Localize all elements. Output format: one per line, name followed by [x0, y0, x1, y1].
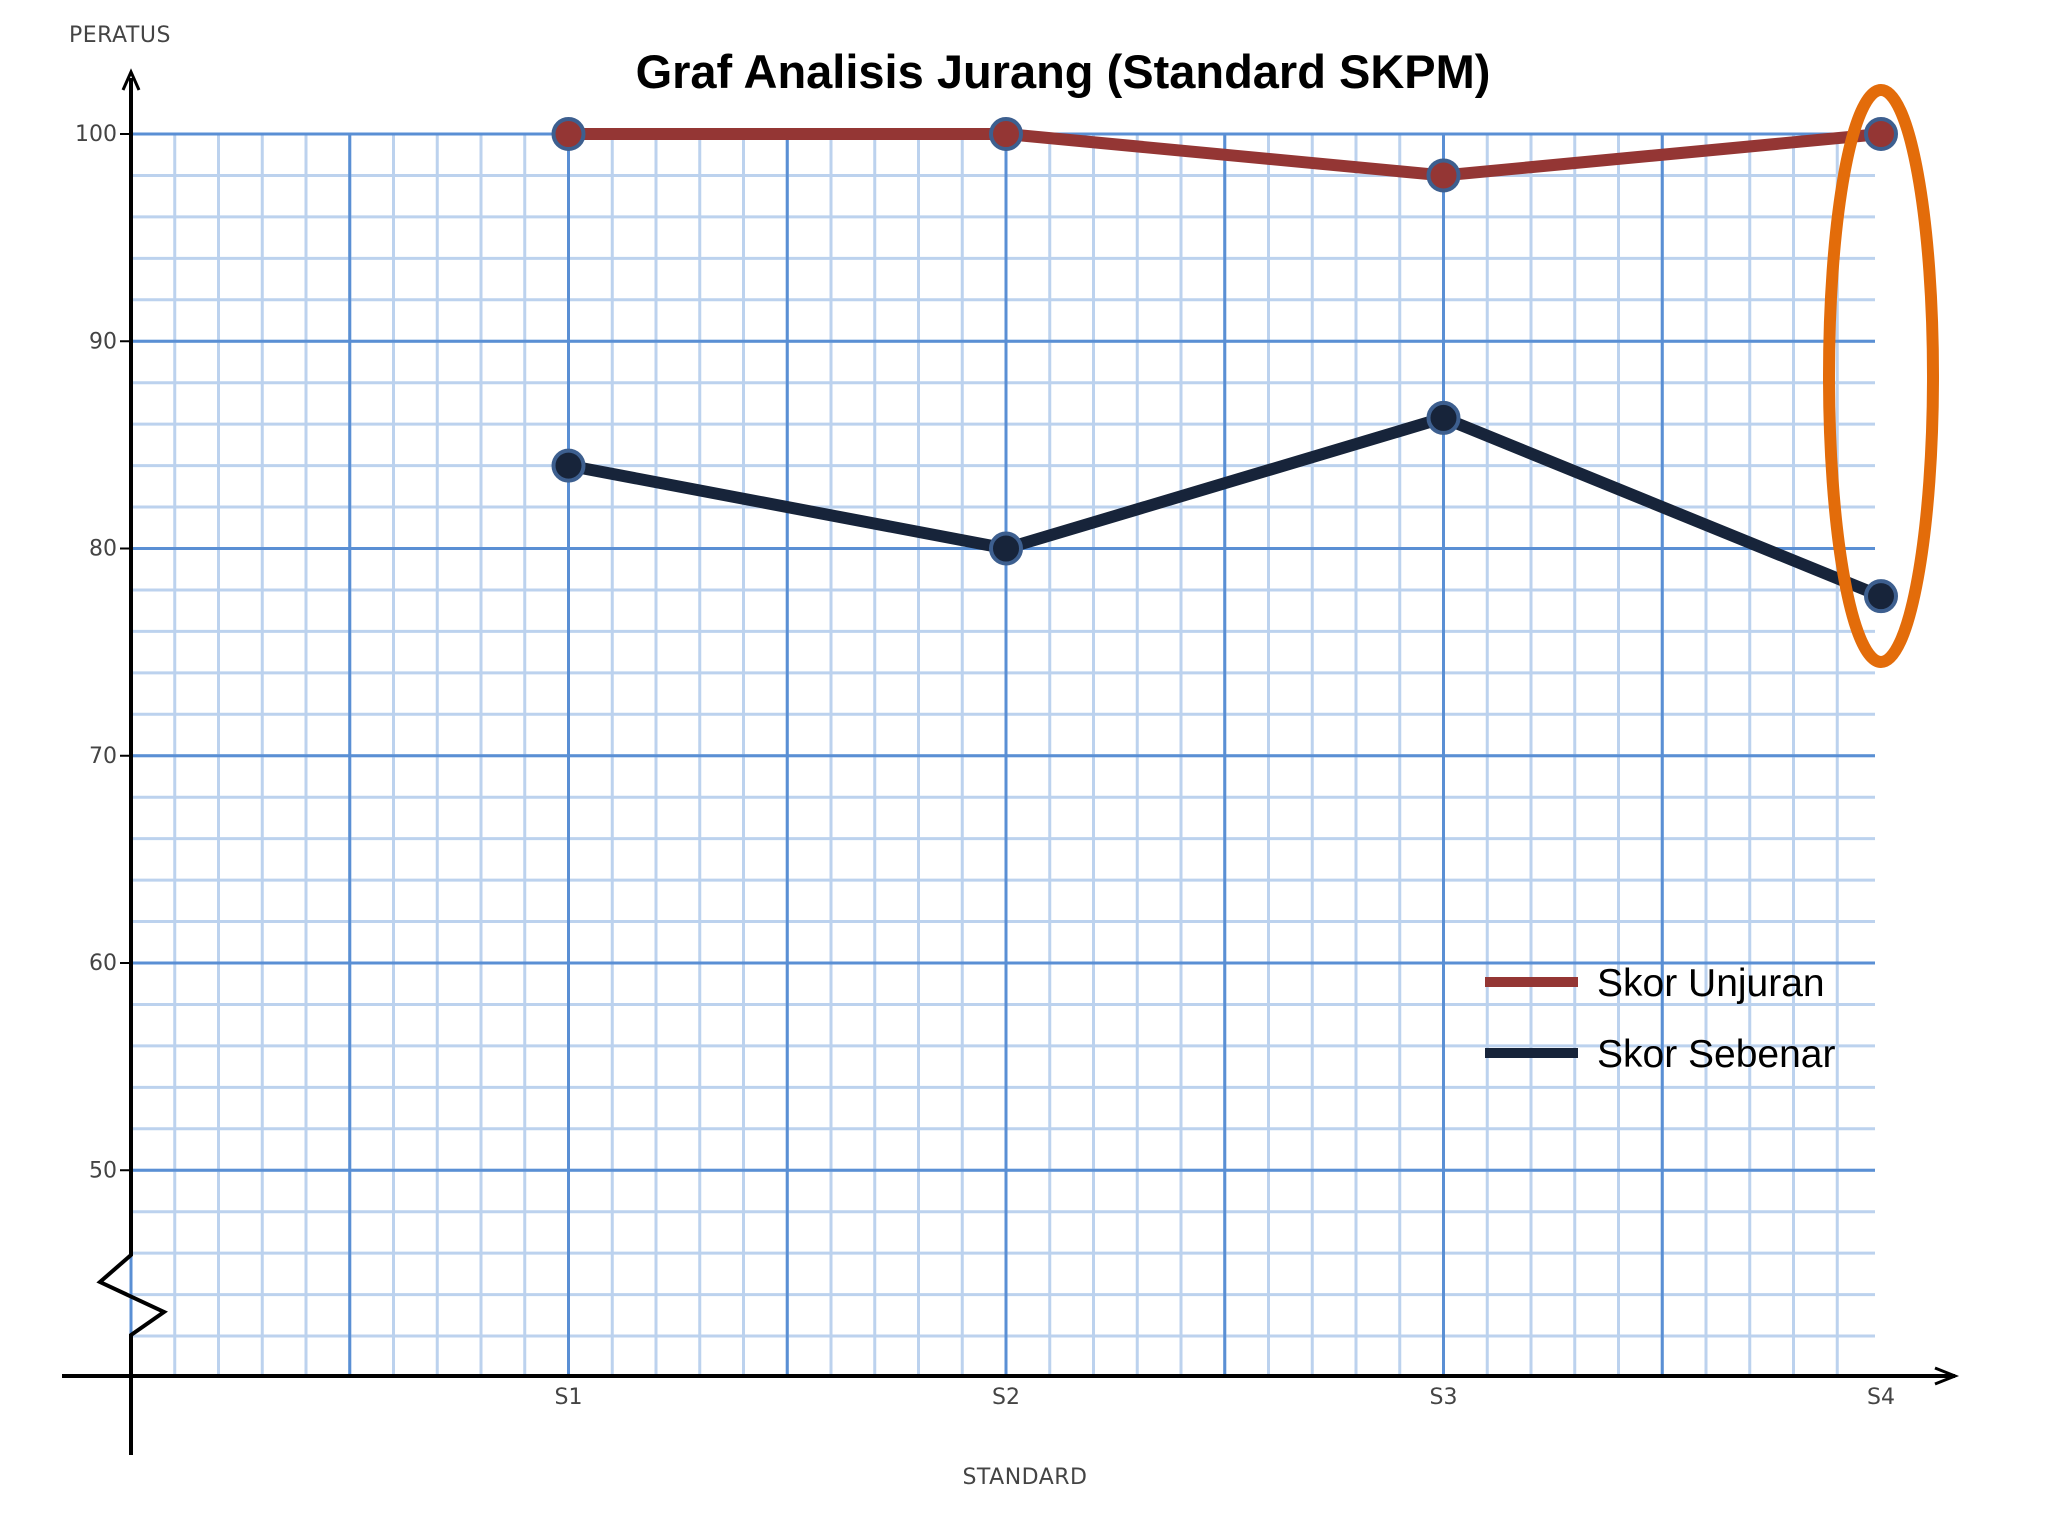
x-tick-label: S1: [555, 1385, 583, 1410]
data-point: [1864, 579, 1898, 614]
x-axis-label: STANDARD: [962, 1465, 1087, 1490]
data-point: [989, 117, 1023, 151]
data-point: [1426, 400, 1461, 435]
highlight-ellipse: [1823, 84, 1939, 668]
chart-title: Graf Analisis Jurang (Standard SKPM): [636, 45, 1491, 98]
data-point: [551, 117, 586, 151]
y-axis-line: [96, 78, 168, 1455]
chart-series: [551, 117, 1898, 614]
data-point: [1864, 117, 1898, 151]
y-tick-label: 60: [89, 951, 117, 976]
data-point: [551, 448, 586, 483]
x-axis-arrow: [1934, 1366, 1960, 1386]
legend-label: Skor Sebenar: [1597, 1033, 1835, 1076]
chart-legend: Skor Unjuran Skor Sebenar: [1485, 962, 1835, 1076]
data-point: [1426, 158, 1461, 193]
data-point: [989, 531, 1023, 566]
y-tick-label: 100: [75, 122, 117, 147]
chart-grid: [129, 132, 1875, 1376]
y-tick-label: 50: [89, 1158, 117, 1183]
x-tick-label: S3: [1430, 1385, 1458, 1410]
x-tick-labels: S1 S2 S3 S4: [555, 1385, 1895, 1410]
series-line-2: [562, 411, 1887, 603]
y-tick-label: 90: [89, 329, 117, 354]
x-tick-label: S2: [992, 1385, 1020, 1410]
y-tick-labels: 100 90 80 70 60 50: [75, 122, 131, 1183]
y-axis-arrow: [121, 68, 141, 91]
highlight-layer: [1823, 84, 1939, 668]
chart-axes: [62, 68, 1960, 1455]
y-tick-label: 80: [89, 537, 117, 562]
y-tick-label: 70: [89, 744, 117, 769]
y-axis-label: PERATUS: [69, 23, 171, 48]
x-tick-label: S4: [1867, 1385, 1895, 1410]
legend-label: Skor Unjuran: [1597, 962, 1825, 1005]
series-line-1: [562, 128, 1887, 182]
